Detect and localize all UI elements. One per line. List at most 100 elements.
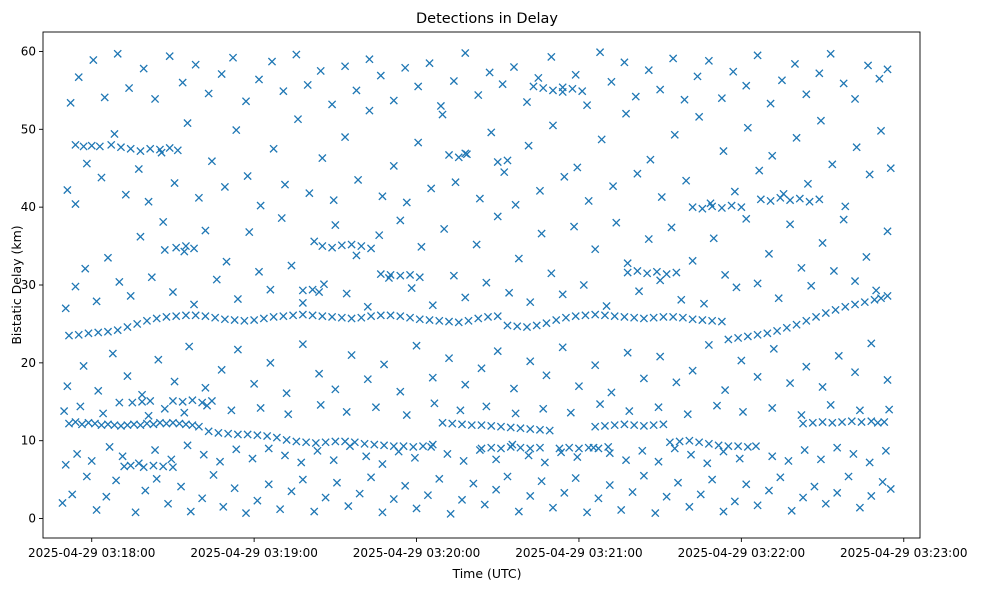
scatter-point: [298, 286, 307, 295]
scatter-point: [768, 151, 777, 160]
scatter-point: [883, 375, 892, 385]
scatter-point: [591, 422, 600, 431]
scatter-point: [607, 388, 616, 397]
scatter-point: [797, 410, 806, 420]
scatter-point: [670, 130, 679, 139]
scatter-point: [341, 62, 350, 71]
scatter-point: [608, 182, 618, 191]
scatter-point: [418, 442, 428, 451]
scatter-point: [881, 446, 890, 455]
scatter-point: [784, 456, 793, 465]
scatter-point: [717, 317, 726, 326]
scatter-point: [721, 386, 730, 395]
scatter-point: [768, 403, 777, 413]
scatter-point: [855, 406, 864, 415]
scatter-point: [659, 312, 668, 321]
scatter-point: [201, 312, 210, 321]
scatter-point: [342, 407, 351, 416]
scatter-point: [311, 438, 320, 448]
scatter-point: [571, 70, 580, 79]
scatter-point: [284, 410, 293, 419]
scatter-point: [472, 240, 481, 249]
scatter-point: [159, 462, 168, 471]
scatter-point: [703, 459, 712, 468]
scatter-point: [651, 509, 660, 518]
scatter-point: [79, 142, 88, 151]
scatter-point: [620, 420, 629, 429]
scatter-point: [71, 140, 80, 149]
scatter-point: [329, 196, 338, 205]
scatter-point: [816, 455, 825, 464]
scatter-point: [277, 213, 286, 223]
scatter-point: [742, 214, 751, 223]
scatter-point: [136, 147, 145, 156]
scatter-point: [630, 313, 639, 322]
scatter-point: [886, 484, 895, 494]
scatter-point: [493, 347, 502, 356]
scatter-point: [170, 377, 179, 386]
scatter-point: [272, 433, 281, 442]
scatter-point: [256, 201, 265, 210]
y-tick-label: 40: [21, 200, 36, 214]
scatter-point: [126, 461, 135, 470]
scatter-point: [500, 168, 509, 177]
scatter-point: [188, 421, 197, 430]
scatter-point: [163, 499, 173, 508]
scatter-point: [591, 310, 600, 319]
scatter-point: [743, 332, 752, 341]
scatter-point: [159, 217, 168, 227]
scatter-point: [401, 63, 410, 72]
scatter-point: [602, 301, 611, 311]
scatter-point: [604, 442, 613, 451]
scatter-point: [139, 64, 148, 73]
scatter-point: [779, 189, 788, 198]
scatter-point: [826, 400, 835, 409]
scatter-point: [695, 438, 704, 447]
scatter-point: [511, 409, 520, 418]
scatter-point: [872, 286, 881, 295]
scatter-point: [76, 402, 85, 411]
scatter-point: [316, 400, 325, 409]
scatter-point: [342, 289, 351, 298]
scatter-point: [620, 58, 629, 67]
x-axis-title: Time (UTC): [451, 566, 521, 581]
scatter-point: [628, 488, 637, 497]
scatter-point: [790, 59, 800, 68]
scatter-point: [803, 179, 812, 188]
scatter-point: [407, 284, 416, 293]
scatter-point: [149, 420, 158, 429]
scatter-point: [99, 409, 108, 418]
scatter-point: [386, 311, 395, 320]
scatter-point: [462, 150, 471, 159]
scatter-point: [241, 97, 251, 106]
scatter-point: [142, 419, 152, 428]
scatter-point: [883, 65, 892, 74]
scatter-point: [228, 53, 238, 62]
scatter-point: [522, 98, 532, 107]
scatter-point: [763, 329, 772, 338]
y-axis: 0 10 20 30 40 50 60: [21, 44, 43, 526]
scatter-point: [831, 305, 840, 314]
scatter-point: [263, 431, 272, 441]
scatter-point: [852, 143, 861, 152]
scatter-point: [561, 313, 571, 322]
scatter-point: [547, 52, 556, 61]
scatter-point: [620, 312, 629, 321]
scatter-point: [198, 494, 207, 503]
scatter-point: [172, 243, 181, 252]
scatter-point: [737, 203, 746, 212]
scatter-point: [103, 420, 113, 429]
scatter-point: [405, 270, 415, 279]
scatter-point: [600, 311, 609, 320]
scatter-point: [185, 342, 194, 351]
scatter-point: [178, 78, 187, 87]
scatter-point: [438, 110, 447, 119]
scatter-point: [355, 489, 364, 498]
scatter-point: [474, 314, 483, 323]
scatter-point: [292, 50, 301, 59]
scatter-point: [704, 340, 713, 350]
x-tick-label: 2025-04-29 03:23:00: [840, 546, 967, 560]
scatter-point: [180, 247, 189, 256]
scatter-point: [688, 256, 697, 265]
scatter-point: [345, 442, 355, 451]
